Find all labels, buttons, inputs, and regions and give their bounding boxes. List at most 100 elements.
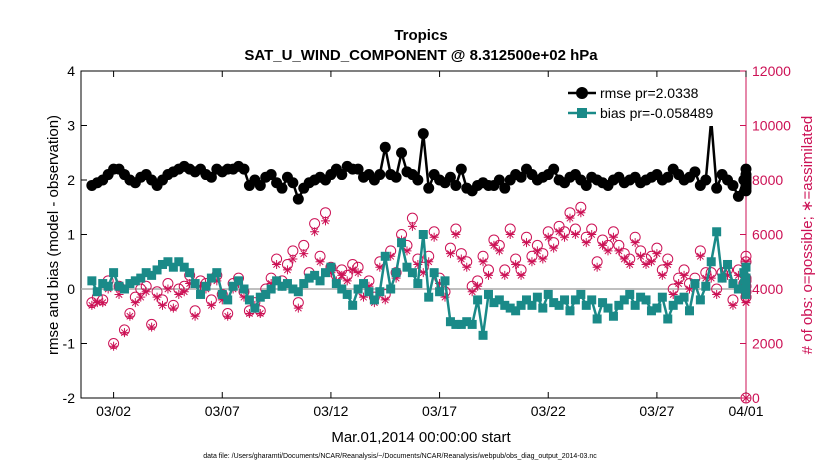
x-tick-label: 03/22	[531, 403, 566, 419]
obs-assimilated-point	[657, 270, 667, 280]
bias-point	[261, 289, 271, 299]
obs-assimilated-point	[527, 257, 537, 267]
x-axis-label: Mar.01,2014 00:00:00 start	[331, 429, 511, 446]
obs-assimilated-point	[733, 270, 743, 280]
bias-point	[576, 289, 586, 299]
obs-assimilated-point	[413, 259, 423, 269]
bias-point	[348, 300, 358, 310]
obs-assimilated-point	[255, 309, 265, 319]
bias-point	[228, 281, 238, 291]
obs-assimilated-point	[402, 246, 412, 256]
bias-point	[636, 292, 646, 302]
bias-point	[282, 279, 292, 289]
bias-point	[152, 265, 162, 275]
bias-point	[608, 311, 618, 321]
bias-point	[598, 298, 608, 308]
bias-point	[201, 281, 211, 291]
bias-point	[147, 270, 157, 280]
bias-point	[413, 279, 423, 289]
obs-assimilated-point	[288, 254, 298, 264]
bias-point	[326, 262, 336, 272]
bias-point	[157, 259, 167, 269]
x-tick-label: 03/17	[422, 403, 457, 419]
obs-assimilated-point	[217, 295, 227, 305]
y-tick-label: 0	[67, 281, 75, 297]
bias-point	[679, 292, 689, 302]
bias-point	[511, 306, 521, 316]
bias-point	[516, 300, 526, 310]
rmse-point	[287, 177, 299, 189]
obs-assimilated-point	[196, 281, 206, 291]
obs-assimilated-point	[125, 311, 135, 321]
bias-point	[190, 279, 200, 289]
obs-assimilated-point	[310, 227, 320, 237]
y-axis-label: rmse and bias (model - observation)	[45, 115, 62, 355]
obs-assimilated-point	[576, 208, 586, 218]
chart-subtitle: SAT_U_WIND_COMPONENT @ 8.312500e+02 hPa	[244, 47, 598, 64]
rmse-point	[412, 174, 424, 186]
bias-point	[429, 268, 439, 278]
y2-tick-label: 12000	[752, 63, 791, 79]
bias-point	[277, 281, 287, 291]
obs-assimilated-point	[244, 309, 254, 319]
obs-assimilated-point	[342, 276, 352, 286]
plot-area: -2 -1 0 1 2 3 4 0 2000 4000 6000 8000 10000 12000 03/0…	[63, 63, 792, 419]
bias-point	[723, 259, 733, 269]
rmse-point	[662, 171, 674, 183]
bias-point	[456, 319, 466, 329]
y2-tick-label: 2000	[752, 336, 783, 352]
obs-assimilated-point	[549, 243, 559, 253]
bias-point	[337, 284, 347, 294]
bias-point	[179, 262, 189, 272]
bias-point	[174, 257, 184, 267]
obs-assimilated-point	[185, 279, 195, 289]
obs-assimilated-point	[282, 265, 292, 275]
rmse-point	[276, 182, 288, 194]
obs-assimilated-point	[87, 300, 97, 310]
obs-assimilated-point	[489, 240, 499, 250]
bias-point	[505, 303, 515, 313]
obs-assimilated-point	[462, 262, 472, 272]
obs-assimilated-point	[483, 270, 493, 280]
obs-assimilated-point	[511, 259, 521, 269]
rmse-point	[700, 174, 712, 186]
legend-bias-label: bias pr=-0.058489	[600, 105, 713, 121]
bias-point	[391, 268, 401, 278]
obs-assimilated-point	[641, 259, 651, 269]
bias-point	[435, 287, 445, 297]
obs-assimilated-point	[701, 273, 711, 283]
rmse-point	[455, 163, 467, 175]
obs-assimilated-point	[272, 259, 282, 269]
obs-assimilated-point	[119, 328, 129, 338]
y-tick-label: 1	[67, 227, 75, 243]
bias-point	[407, 268, 417, 278]
bias-point	[206, 273, 216, 283]
bias-point	[109, 268, 119, 278]
bias-point	[141, 268, 151, 278]
bias-point	[554, 300, 564, 310]
obs-assimilated-point	[391, 273, 401, 283]
bias-point	[652, 303, 662, 313]
bias-point	[364, 287, 374, 297]
obs-assimilated-point	[625, 259, 635, 269]
bias-point	[98, 279, 108, 289]
bias-point	[483, 289, 493, 299]
legend-rmse-label: rmse pr=2.0338	[600, 85, 699, 101]
bias-point	[701, 281, 711, 291]
obs-assimilated-point	[505, 230, 515, 239]
x-tick-label: 03/02	[96, 403, 131, 419]
obs-assimilated-point	[663, 259, 673, 269]
bias-point	[739, 268, 749, 278]
obs-assimilated-point	[157, 300, 167, 310]
bias-point	[619, 295, 629, 305]
bias-point	[293, 287, 303, 297]
bias-point	[359, 279, 369, 289]
bias-point	[212, 268, 222, 278]
bias-point	[674, 295, 684, 305]
bias-point	[733, 284, 743, 294]
bias-point	[304, 273, 314, 283]
bias-point	[299, 279, 309, 289]
obs-possible-point	[740, 392, 752, 404]
obs-assimilated-point	[168, 303, 178, 313]
